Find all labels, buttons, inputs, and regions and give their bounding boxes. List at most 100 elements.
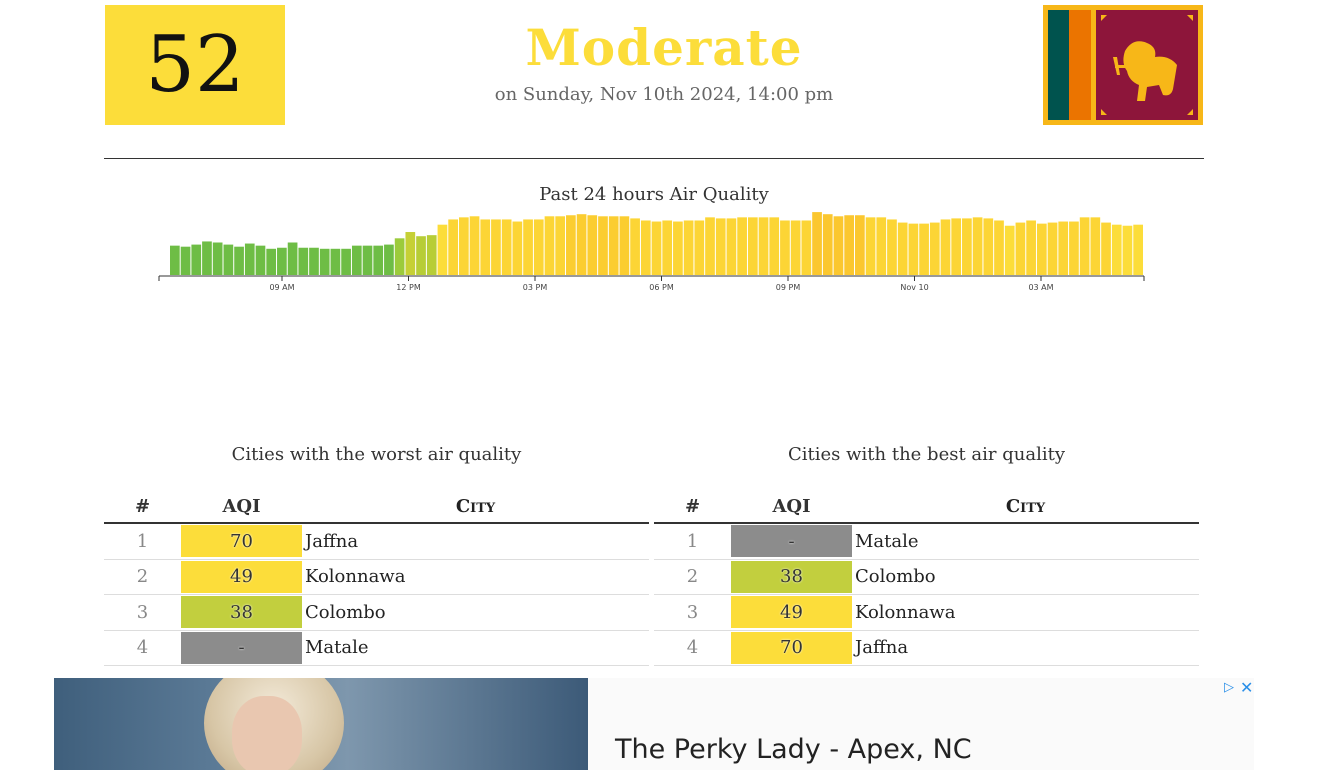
aqi-bar[interactable] [983, 218, 994, 275]
aqi-bar[interactable] [437, 224, 448, 275]
aqi-bar[interactable] [202, 241, 212, 275]
aqi-bar[interactable] [319, 248, 330, 275]
aqi-bar[interactable] [662, 220, 673, 275]
aqi-bar[interactable] [919, 223, 929, 275]
aqi-bar[interactable] [212, 242, 223, 276]
aqi-bar[interactable] [448, 219, 458, 275]
aqi-bar[interactable] [769, 217, 780, 275]
city-link[interactable]: Kolonnawa [855, 601, 956, 623]
aqi-bar[interactable] [491, 219, 501, 275]
aqi-bar[interactable] [330, 248, 341, 275]
table-row[interactable]: 1 - Matale [654, 524, 1199, 560]
aqi-bar[interactable] [951, 218, 962, 275]
aqi-bar[interactable] [1090, 217, 1101, 275]
aqi-bar[interactable] [1111, 224, 1122, 275]
aqi-bar[interactable] [287, 242, 298, 276]
aqi-bar[interactable] [1036, 223, 1047, 275]
aqi-bar[interactable] [341, 248, 351, 275]
aqi-bar[interactable] [940, 219, 951, 275]
aqi-bar[interactable] [426, 235, 437, 275]
ad-headline[interactable]: The Perky Lady - Apex, NC [615, 734, 972, 765]
aqi-bar[interactable] [469, 216, 480, 275]
aqi-bar[interactable] [362, 245, 373, 275]
aqi-bar[interactable] [855, 215, 865, 275]
aqi-bar[interactable] [833, 216, 844, 275]
aqi-bar[interactable] [501, 219, 512, 275]
aqi-bar[interactable] [405, 232, 416, 275]
aqi-bar[interactable] [812, 212, 822, 275]
aqi-bar[interactable] [298, 247, 309, 275]
table-row[interactable]: 2 49 Kolonnawa [104, 560, 649, 595]
close-icon[interactable]: ✕ [1240, 678, 1254, 697]
aqi-bar[interactable] [180, 246, 191, 275]
aqi-bar[interactable] [758, 217, 769, 275]
aqi-bar[interactable] [351, 245, 362, 275]
table-row[interactable]: 3 38 Colombo [104, 595, 649, 631]
aqi-bar[interactable] [929, 222, 940, 275]
aqi-bar[interactable] [1079, 217, 1090, 275]
aqi-bar[interactable] [994, 220, 1004, 275]
aqi-bar[interactable] [512, 221, 523, 275]
aqi-bar[interactable] [191, 244, 202, 275]
aqi-bar[interactable] [1026, 220, 1036, 275]
aqi-bar[interactable] [1015, 222, 1026, 275]
aqi-bar[interactable] [962, 218, 972, 275]
aqi-bar[interactable] [1047, 222, 1058, 275]
aqi-bar[interactable] [244, 243, 255, 275]
aqi-bar[interactable] [598, 216, 608, 275]
advertisement-banner[interactable]: The Perky Lady - Apex, NC ▷ ✕ [54, 678, 1254, 770]
aqi-bar[interactable] [480, 219, 491, 275]
aqi-bar[interactable] [865, 217, 876, 275]
aqi-bar[interactable] [1101, 222, 1111, 275]
aqi-bar[interactable] [876, 217, 887, 275]
aqi-bar[interactable] [277, 247, 287, 275]
aqi-bar[interactable] [801, 220, 812, 275]
table-row[interactable]: 1 70 Jaffna [104, 524, 649, 560]
aqi-bar[interactable] [737, 217, 747, 275]
aqi-bar[interactable] [726, 218, 737, 275]
city-link[interactable]: Colombo [305, 601, 386, 623]
aqi-bar[interactable] [1004, 225, 1015, 275]
aqi-bar[interactable] [694, 220, 705, 275]
city-link[interactable]: Jaffna [305, 530, 359, 552]
city-link[interactable]: Kolonnawa [305, 566, 406, 588]
aqi-bar[interactable] [223, 244, 234, 275]
table-row[interactable]: 4 70 Jaffna [654, 631, 1199, 666]
aqi-bar[interactable] [972, 217, 983, 275]
aqi-bar[interactable] [822, 214, 833, 275]
aqi-bar[interactable] [533, 219, 544, 275]
city-link[interactable]: Jaffna [855, 637, 909, 659]
aqi-bar[interactable] [266, 248, 277, 275]
aqi-bar[interactable] [780, 220, 790, 275]
aqi-bar[interactable] [576, 214, 587, 275]
table-row[interactable]: 2 38 Colombo [654, 560, 1199, 595]
city-link[interactable]: Colombo [855, 566, 936, 588]
aqi-bar[interactable] [1133, 224, 1143, 275]
aqi-bar[interactable] [1122, 225, 1133, 275]
aqi-bar[interactable] [790, 220, 801, 275]
city-link[interactable]: Matale [305, 637, 369, 659]
city-link[interactable]: Matale [855, 530, 919, 552]
aqi-bar[interactable] [416, 236, 426, 275]
aqi-bar[interactable] [747, 217, 758, 275]
aqi-bar[interactable] [908, 223, 919, 275]
aqi-bar[interactable] [234, 246, 244, 275]
aqi-bar[interactable] [544, 216, 555, 275]
ad-image[interactable] [54, 678, 588, 770]
aqi-bar[interactable] [373, 245, 384, 275]
aqi-bar[interactable] [555, 216, 566, 275]
aqi-bar[interactable] [630, 218, 640, 275]
aqi-bar[interactable] [523, 219, 533, 275]
aqi-bar[interactable] [705, 217, 715, 275]
aqi-bar[interactable] [394, 238, 405, 275]
aqi-bar[interactable] [384, 244, 394, 275]
aqi-bar[interactable] [566, 215, 576, 275]
table-row[interactable]: 4 - Matale [104, 631, 649, 666]
aqi-bar[interactable] [715, 218, 726, 275]
aqi-bar[interactable] [673, 221, 683, 275]
table-row[interactable]: 3 49 Kolonnawa [654, 595, 1199, 631]
aqi-bar[interactable] [458, 217, 469, 275]
aqi-bar[interactable] [844, 215, 855, 275]
aqi-bar[interactable] [170, 245, 180, 275]
aqi-bar[interactable] [619, 216, 630, 275]
